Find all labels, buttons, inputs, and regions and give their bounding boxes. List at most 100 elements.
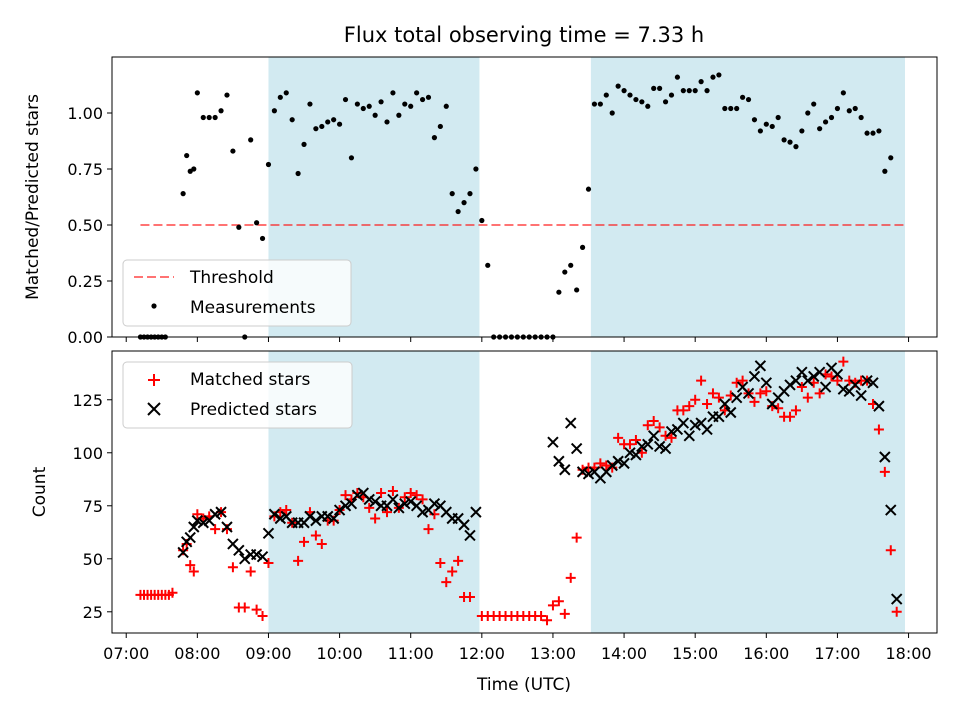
measurement-point: [799, 128, 805, 134]
measurement-point: [360, 105, 366, 112]
y-tick-label: 0.50: [67, 216, 103, 235]
predicted-star-point: [760, 377, 773, 389]
measurement-point: [645, 103, 651, 109]
matched-star-point: [690, 394, 701, 405]
predicted-star-point: [796, 366, 808, 378]
predicted-star-point: [369, 495, 381, 508]
matched-star-point: [879, 466, 890, 477]
x-tick-label: 14:00: [601, 644, 647, 663]
measurement-point: [846, 108, 852, 114]
measurement-point: [449, 191, 455, 197]
matched-star-point: [873, 424, 884, 435]
measurement-point: [283, 90, 289, 96]
y-tick-label: 1.00: [67, 104, 103, 123]
predicted-star-point: [677, 417, 690, 429]
measurement-point: [710, 74, 716, 80]
matched-star-point: [785, 411, 796, 422]
measurement-point: [769, 123, 775, 130]
measurement-point: [817, 126, 823, 132]
measurement-point: [734, 105, 740, 112]
measurement-point: [325, 119, 331, 125]
matched-star-point: [364, 502, 375, 513]
bottom-y-axis: 25 50 75 100 125: [72, 391, 112, 622]
measurement-point: [408, 103, 414, 109]
predicted-star-point: [215, 506, 227, 518]
measurement-point: [615, 83, 621, 89]
measurement-point: [882, 168, 888, 174]
predicted-star-point: [404, 495, 417, 508]
matched-star-point: [251, 604, 262, 615]
measurement-point: [775, 114, 781, 121]
measurement-point: [579, 244, 586, 250]
predicted-star-point: [784, 379, 796, 391]
measurement-point: [556, 289, 562, 295]
matched-star-point: [239, 602, 250, 613]
measurement-point: [728, 105, 734, 112]
predicted-star-point: [188, 521, 200, 533]
predicted-star-point: [304, 510, 316, 523]
predicted-star-point: [233, 544, 245, 557]
measurement-point: [704, 88, 710, 94]
matched-star-point: [536, 611, 547, 622]
matched-star-point: [453, 555, 464, 566]
y-tick-label: 0.25: [67, 272, 103, 291]
measurement-point: [621, 88, 627, 94]
predicted-star-point: [867, 377, 879, 389]
y-tick-label: 100: [72, 444, 103, 463]
matched-star-point: [417, 494, 428, 505]
measurement-point: [396, 112, 402, 118]
measurement-point: [858, 114, 864, 121]
measurement-point: [668, 92, 675, 98]
matched-star-point: [761, 386, 772, 397]
matched-star-point: [749, 396, 760, 407]
measurement-point: [194, 90, 200, 96]
matched-star-point: [684, 401, 695, 412]
x-tick-label: 13:00: [530, 644, 576, 663]
measurement-point: [568, 262, 574, 268]
matched-star-point: [411, 490, 422, 501]
predicted-star-point: [701, 423, 713, 436]
matched-star-point: [464, 591, 475, 602]
predicted-star-point: [239, 553, 251, 565]
measurement-point: [793, 144, 799, 150]
measurement-point: [236, 224, 242, 230]
predicted-star-point: [333, 504, 346, 516]
measurement-point: [585, 186, 592, 192]
matched-star-point: [310, 530, 321, 541]
measurement-point: [348, 155, 355, 161]
matched-legend-label: Matched stars: [190, 370, 310, 390]
measurement-point: [692, 88, 698, 94]
measurement-point: [781, 137, 787, 143]
measurements-legend-label: Measurements: [190, 298, 316, 318]
x-tick-label: 17:00: [814, 644, 860, 663]
matched-star-point: [624, 439, 635, 450]
measurements-legend-icon: [151, 303, 157, 309]
predicted-star-point: [547, 436, 559, 448]
measurement-point: [218, 108, 224, 114]
measurement-point: [191, 166, 197, 172]
x-tick-label: 09:00: [245, 644, 291, 663]
measurement-point: [461, 200, 467, 206]
measurement-point: [479, 217, 485, 224]
measurement-point: [633, 96, 639, 103]
top-y-axis: 0.00 0.25 0.50 0.75 1.00: [67, 104, 112, 347]
measurement-point: [319, 123, 325, 130]
x-tick-label: 07:00: [103, 644, 149, 663]
predicted-star-point: [873, 400, 885, 412]
predicted-star-point: [470, 506, 482, 518]
matched-star-point: [891, 606, 902, 617]
measurement-point: [811, 101, 817, 107]
predicted-star-point: [802, 374, 814, 387]
measurement-point: [180, 191, 186, 197]
top-panel: 0.00 0.25 0.50 0.75 1.00 Matched/Predicted s…: [23, 56, 938, 347]
matched-star-point: [755, 388, 766, 399]
matched-star-point: [713, 392, 724, 403]
matched-star-point: [376, 488, 387, 499]
predicted-legend-label: Predicted stars: [190, 400, 317, 420]
measurement-point: [289, 117, 295, 123]
measurement-point: [378, 99, 384, 105]
measurement-point: [485, 262, 491, 268]
predicted-star-point: [890, 593, 903, 605]
measurement-point: [562, 269, 568, 275]
matched-star-point: [737, 375, 748, 386]
